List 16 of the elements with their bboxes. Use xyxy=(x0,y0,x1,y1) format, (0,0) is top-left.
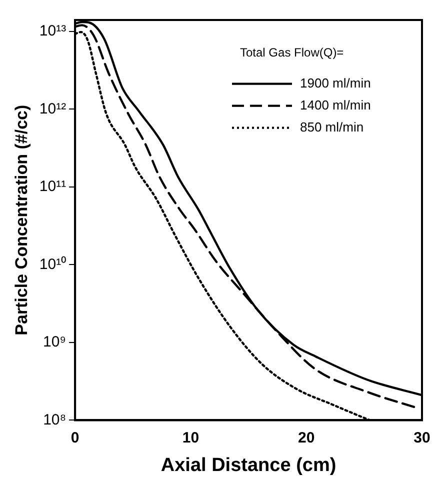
y-axis-title: Particle Concentration (#/cc) xyxy=(12,104,31,336)
x-tick-label: 20 xyxy=(298,429,315,446)
legend-title: Total Gas Flow(Q)= xyxy=(240,45,344,60)
y-tick-label: 10¹² xyxy=(39,100,66,118)
y-tick-label: 10¹⁰ xyxy=(39,256,66,273)
x-axis-title: Axial Distance (cm) xyxy=(160,454,336,476)
x-tick-label: 10 xyxy=(182,429,200,446)
legend-label: 1900 ml/min xyxy=(300,75,371,90)
x-tick-label: 30 xyxy=(414,429,430,446)
y-tick-label: 10⁸ xyxy=(43,411,66,428)
y-tick-label: 10⁹ xyxy=(42,334,66,351)
legend-label: 850 ml/min xyxy=(300,119,364,134)
y-tick-label: 10¹³ xyxy=(39,22,66,40)
x-tick-label: 0 xyxy=(70,429,80,446)
y-tick-label: 10¹¹ xyxy=(39,178,66,196)
legend-label: 1400 ml/min xyxy=(300,97,371,112)
